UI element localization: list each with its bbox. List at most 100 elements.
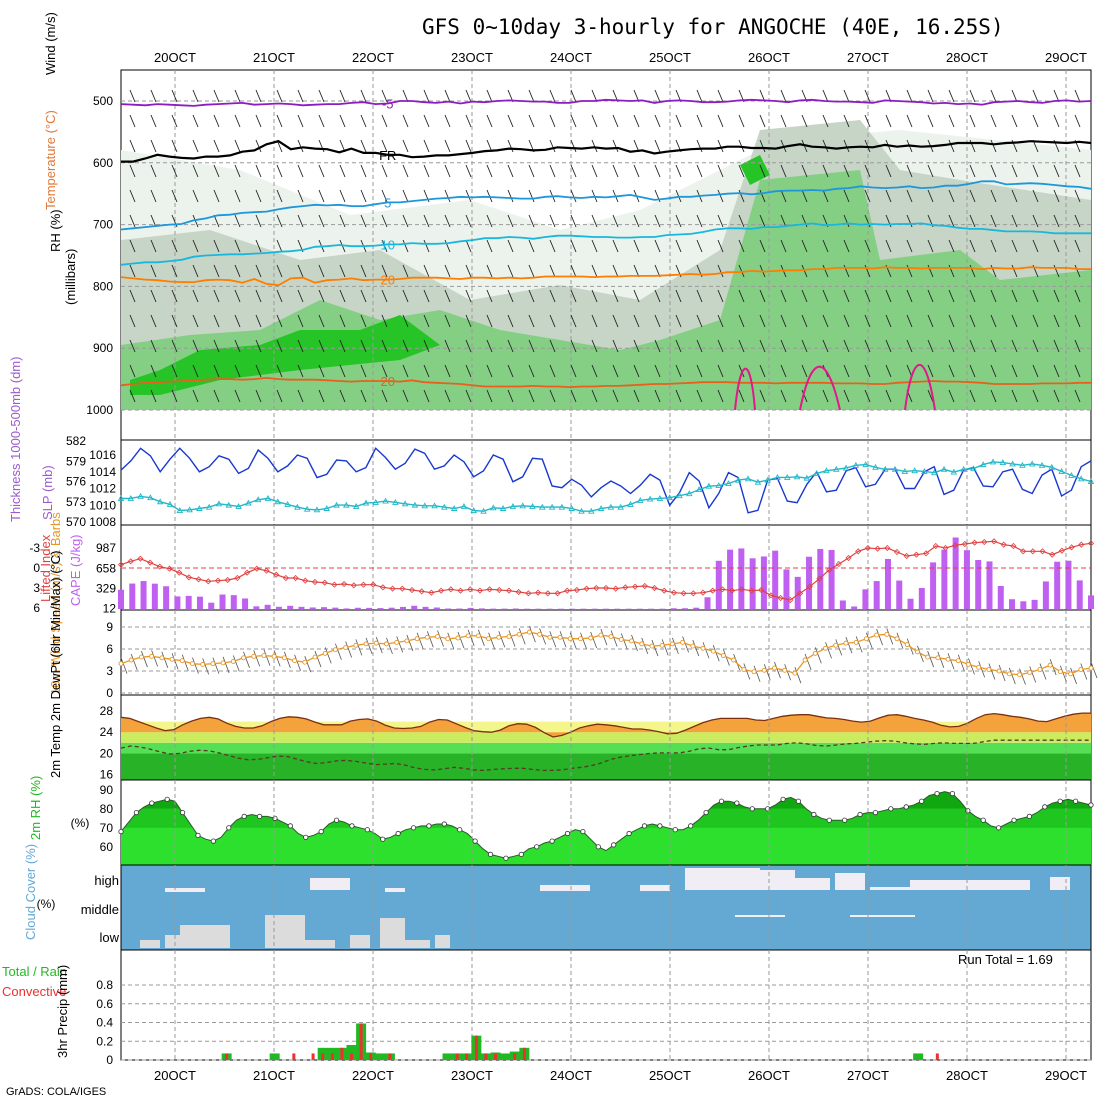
precip-convective-bar bbox=[321, 1053, 325, 1060]
wind-barb bbox=[318, 164, 325, 178]
wind-barb bbox=[447, 632, 455, 649]
lifted-index-marker bbox=[932, 542, 939, 550]
wind-barb bbox=[360, 339, 367, 353]
thickness-marker bbox=[156, 498, 164, 505]
wind-barb bbox=[759, 239, 766, 253]
lifted-index-marker bbox=[476, 587, 483, 594]
wind-barb bbox=[150, 164, 157, 178]
wind-barb bbox=[717, 164, 724, 178]
date-label-top: 23OCT bbox=[451, 50, 493, 65]
wind-barb bbox=[654, 314, 661, 328]
wind-barb bbox=[1032, 164, 1039, 178]
cape-bar bbox=[1054, 561, 1061, 609]
wind-barb bbox=[360, 89, 367, 103]
cape-bar bbox=[287, 605, 294, 609]
date-label-bottom: 24OCT bbox=[550, 1068, 592, 1083]
wind-barb bbox=[507, 114, 514, 128]
wind-barb bbox=[835, 639, 843, 656]
lifted-index-marker bbox=[147, 559, 154, 566]
wind-barb bbox=[360, 189, 367, 203]
wind-barb bbox=[171, 364, 178, 378]
lifted-index-marker bbox=[544, 590, 551, 597]
thickness-marker bbox=[940, 465, 948, 472]
wind-barb bbox=[255, 139, 262, 153]
cape-bar bbox=[377, 608, 384, 609]
wind-barb bbox=[906, 189, 913, 203]
wind-barb bbox=[318, 339, 325, 353]
wind-barb bbox=[591, 339, 598, 353]
slp-tick: 1008 bbox=[89, 515, 116, 529]
cape-tick: 987 bbox=[96, 541, 116, 555]
temperature-contour bbox=[121, 140, 1092, 163]
wind-barb bbox=[297, 89, 304, 103]
date-label-top: 24OCT bbox=[550, 50, 592, 65]
wind-marker bbox=[802, 657, 808, 663]
lifted-index-marker bbox=[981, 538, 988, 546]
temperature-band bbox=[121, 732, 1091, 743]
wind-barb bbox=[396, 636, 404, 653]
wind-barb bbox=[213, 314, 220, 328]
wind-barb bbox=[234, 114, 241, 128]
wind-barb bbox=[1019, 668, 1026, 685]
wind-barb bbox=[423, 364, 430, 378]
wind-barb bbox=[465, 264, 472, 278]
contour-label: 20 bbox=[381, 374, 395, 389]
wind-panel: 0 3 6 9 10m Wind Speed (m/s) & Barbs bbox=[48, 512, 1098, 700]
wind-barb bbox=[988, 663, 996, 680]
thickness-marker bbox=[284, 501, 291, 507]
wind-barb bbox=[814, 647, 822, 664]
thickness-marker bbox=[352, 503, 360, 509]
wind-barb bbox=[696, 314, 703, 328]
cape-bar bbox=[1031, 599, 1038, 609]
wind-barb bbox=[927, 89, 934, 103]
rh-marker bbox=[318, 828, 324, 835]
lifted-index-marker bbox=[729, 587, 736, 594]
lifted-index-marker bbox=[331, 581, 338, 588]
wind-barb bbox=[738, 289, 745, 303]
cape-bar bbox=[952, 537, 959, 609]
wind-barb bbox=[276, 289, 283, 303]
wind-barb bbox=[507, 189, 514, 203]
precip-grid bbox=[121, 950, 1091, 1061]
wind-barb bbox=[969, 239, 976, 253]
slp-tick: 1016 bbox=[89, 448, 116, 462]
wind-marker bbox=[884, 631, 890, 637]
wind-barb bbox=[865, 632, 873, 649]
lifted-index-marker bbox=[564, 587, 571, 594]
cloud-level-label: low bbox=[99, 930, 119, 945]
upper-air-panel: -5 FR 5 10 20 20 500 600 700 800 900 1000 RH (%) T… bbox=[43, 12, 1092, 441]
wind-barb bbox=[297, 189, 304, 203]
date-axis-top: 20OCT 21OCT 22OCT 23OCT 24OCT 25OCT 26OCT 27OCT… bbox=[154, 50, 1087, 65]
wind-marker bbox=[935, 655, 941, 661]
wind-barb bbox=[654, 289, 661, 303]
wind-barb bbox=[360, 364, 367, 378]
wind-barb bbox=[927, 239, 934, 253]
rh-marker bbox=[518, 851, 524, 858]
cape-bar bbox=[997, 586, 1004, 609]
thickness-marker bbox=[881, 465, 889, 472]
wind-barb bbox=[402, 89, 409, 103]
rh-marker bbox=[688, 823, 694, 829]
lifted-index-marker bbox=[913, 551, 920, 558]
wind-barb bbox=[465, 214, 472, 228]
wind-barb bbox=[864, 189, 871, 203]
wind-barb bbox=[927, 114, 934, 128]
wind-barb bbox=[402, 264, 409, 278]
wind-marker bbox=[720, 653, 726, 659]
wind-barb bbox=[1011, 389, 1018, 403]
wind-barb bbox=[1011, 289, 1018, 303]
wind-barb bbox=[591, 289, 598, 303]
wind-barb bbox=[969, 264, 976, 278]
wind-barb bbox=[759, 339, 766, 353]
rh-marker bbox=[549, 838, 555, 844]
wind-barb bbox=[1032, 289, 1039, 303]
y-tick-label: 700 bbox=[93, 218, 113, 232]
lifted-index-marker bbox=[787, 596, 794, 604]
cape-bar bbox=[930, 562, 937, 609]
precip-convective-bar bbox=[935, 1053, 939, 1060]
wind-barb bbox=[843, 89, 850, 103]
cape-bar bbox=[727, 549, 734, 609]
wind-barb bbox=[906, 289, 913, 303]
date-label-bottom: 21OCT bbox=[253, 1068, 295, 1083]
cape-bar bbox=[343, 608, 350, 609]
